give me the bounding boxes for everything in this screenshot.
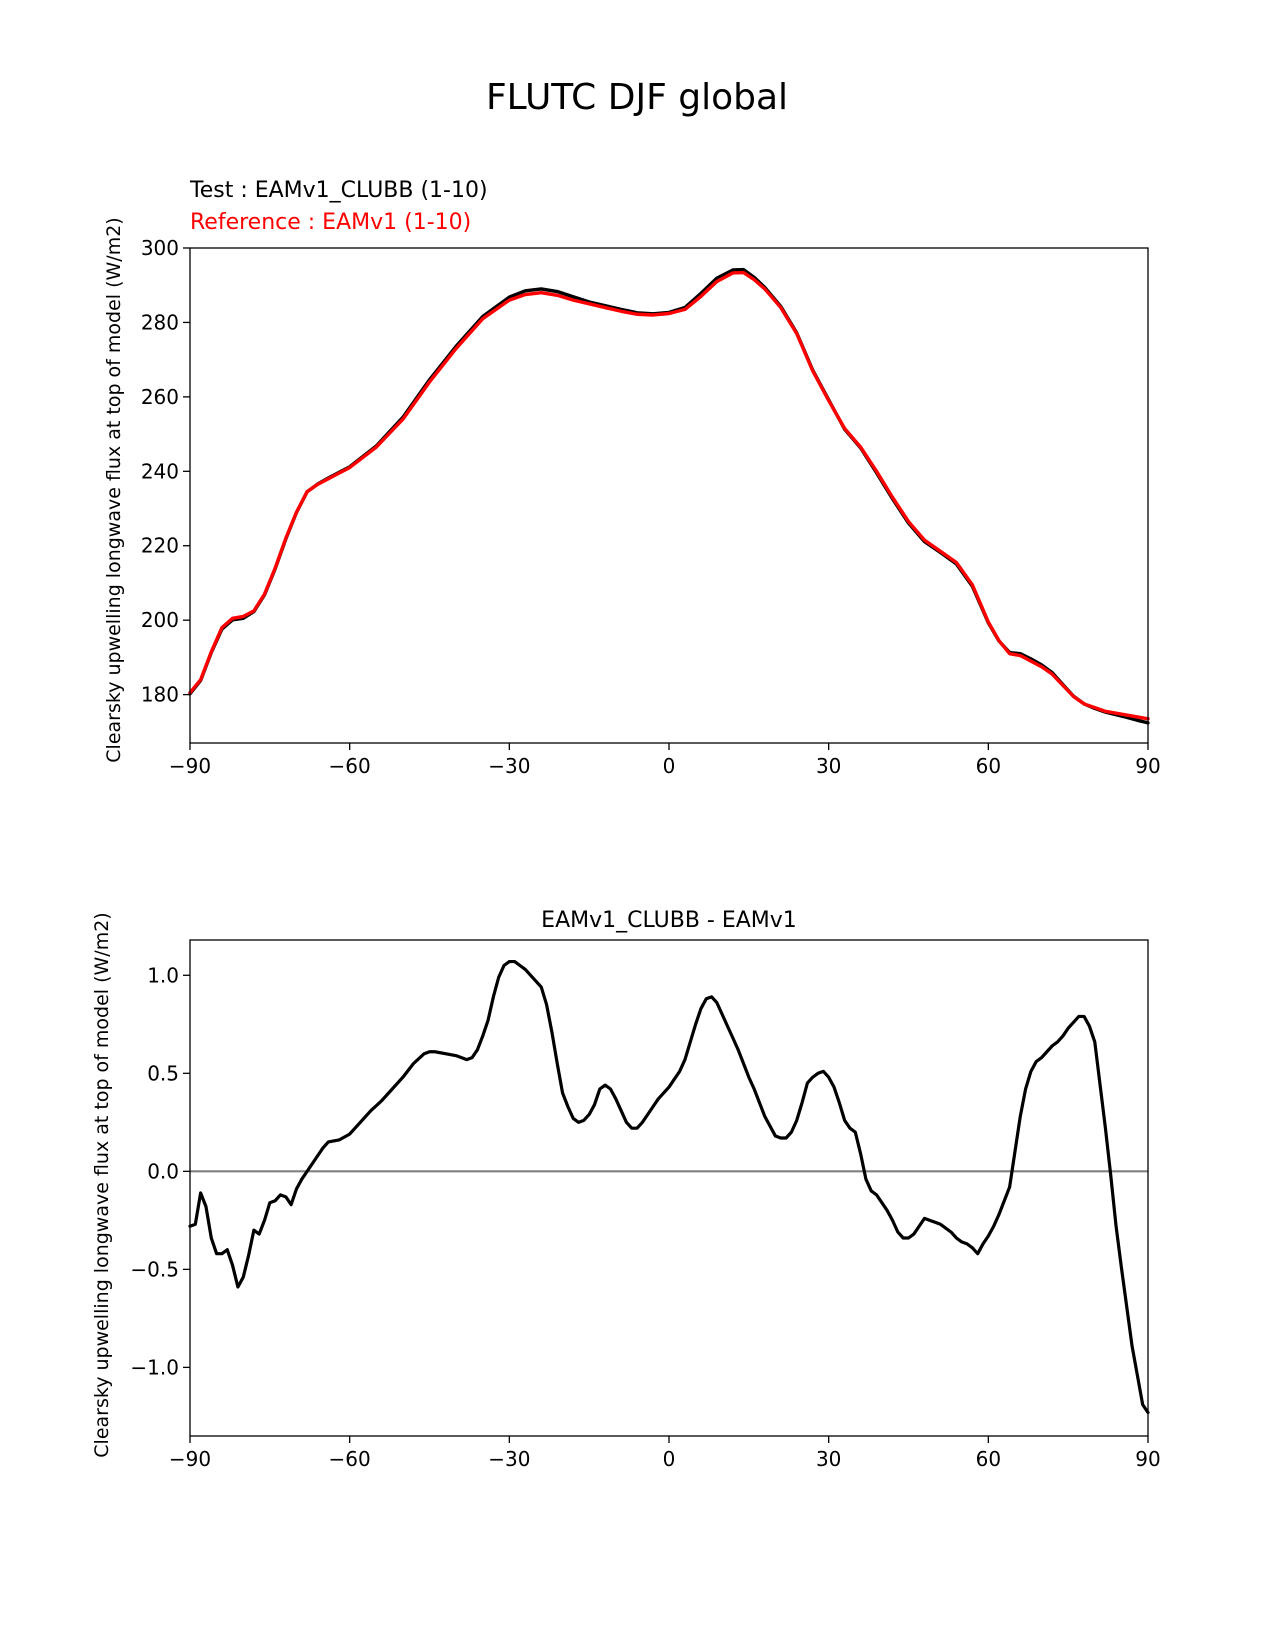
bottom-xtick-label: 30 [816,1447,841,1471]
top-xtick-label: 60 [976,754,1001,778]
bottom-ytick-label: −0.5 [130,1257,179,1281]
bottom-title: EAMv1_CLUBB - EAMv1 [541,908,797,933]
bottom-xtick-label: 0 [663,1447,676,1471]
test-label: Test : EAMv1_CLUBB (1-10) [189,178,488,203]
top-xtick-label: −60 [329,754,371,778]
reference-label: Reference : EAMv1 (1-10) [190,210,471,235]
bottom-panel: EAMv1_CLUBB - EAMv1 Clearsky upwelling l… [91,908,1161,1471]
top-ytick-label: 280 [141,310,179,334]
bottom-xtick-label: −90 [169,1447,211,1471]
top-xtick-label: −30 [488,754,530,778]
bottom-ytick-label: 0.5 [147,1061,179,1085]
bottom-ytick-label: −1.0 [130,1355,179,1379]
bottom-ytick-label: 1.0 [147,963,179,987]
top-xtick-label: −90 [169,754,211,778]
top-ytick-label: 220 [141,534,179,558]
bottom-axes-frame [189,939,1149,1437]
top-axes-frame [189,247,1149,744]
bottom-xtick-label: 90 [1135,1447,1160,1471]
bottom-xtick-label: 60 [976,1447,1001,1471]
top-series-line-reference [188,270,1150,721]
figure-suptitle: FLUTC DJF global [486,77,788,118]
bottom-plot-area: −90 −60 −30 0 30 60 90 −1.0 −0.5 0.0 0.5 1.0 [130,959,1161,1471]
top-xtick-label: 30 [816,754,841,778]
top-ytick-label: 260 [141,385,179,409]
bottom-xtick-label: −60 [329,1447,371,1471]
top-ylabel: Clearsky upwelling longwave flux at top … [103,217,125,762]
bottom-ytick-label: 0.0 [147,1159,179,1183]
top-ytick-label: 180 [141,683,179,707]
bottom-ylabel: Clearsky upwelling longwave flux at top … [91,912,113,1457]
top-panel: Test : EAMv1_CLUBB (1-10) Reference : EA… [103,178,1161,778]
bottom-series-line-test [188,959,1150,1415]
top-plot-area: −90 −60 −30 0 30 60 90 180 200 220 240 260 280 300 [141,236,1161,778]
bottom-xtick-label: −30 [488,1447,530,1471]
top-ytick-label: 300 [141,236,179,260]
top-ytick-label: 240 [141,459,179,483]
top-xtick-label: 90 [1135,754,1160,778]
top-xtick-label: 0 [663,754,676,778]
top-ytick-label: 200 [141,608,179,632]
